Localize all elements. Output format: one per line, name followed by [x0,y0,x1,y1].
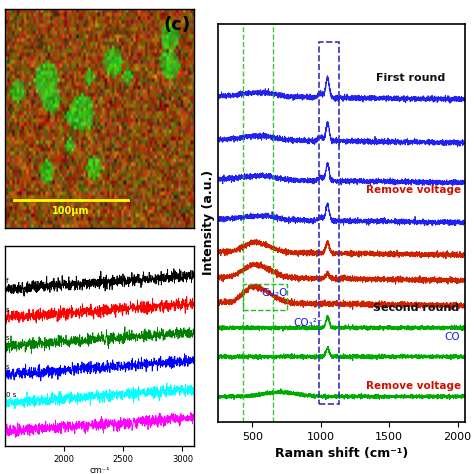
Text: Remove voltage: Remove voltage [366,185,461,195]
Text: s: s [6,307,9,313]
Text: Remove voltage: Remove voltage [366,381,461,391]
Y-axis label: Intensity (a.u.): Intensity (a.u.) [202,170,215,275]
Text: Second round: Second round [373,303,459,313]
Text: 0 s: 0 s [6,392,16,398]
X-axis label: cm⁻¹: cm⁻¹ [89,465,110,474]
Text: CO: CO [444,332,460,342]
Bar [243,284,286,310]
Text: s: s [6,335,9,341]
X-axis label: Raman shift (cm⁻¹): Raman shift (cm⁻¹) [274,447,408,460]
Text: s: s [6,364,9,370]
Text: 100μm: 100μm [52,207,90,217]
Text: (c): (c) [164,16,191,34]
Text: First round: First round [375,73,445,83]
Text: Cu₂O: Cu₂O [262,288,288,298]
Text: CO₃²⁻: CO₃²⁻ [293,319,323,328]
Bar [319,42,338,404]
Text: f: f [6,278,9,284]
